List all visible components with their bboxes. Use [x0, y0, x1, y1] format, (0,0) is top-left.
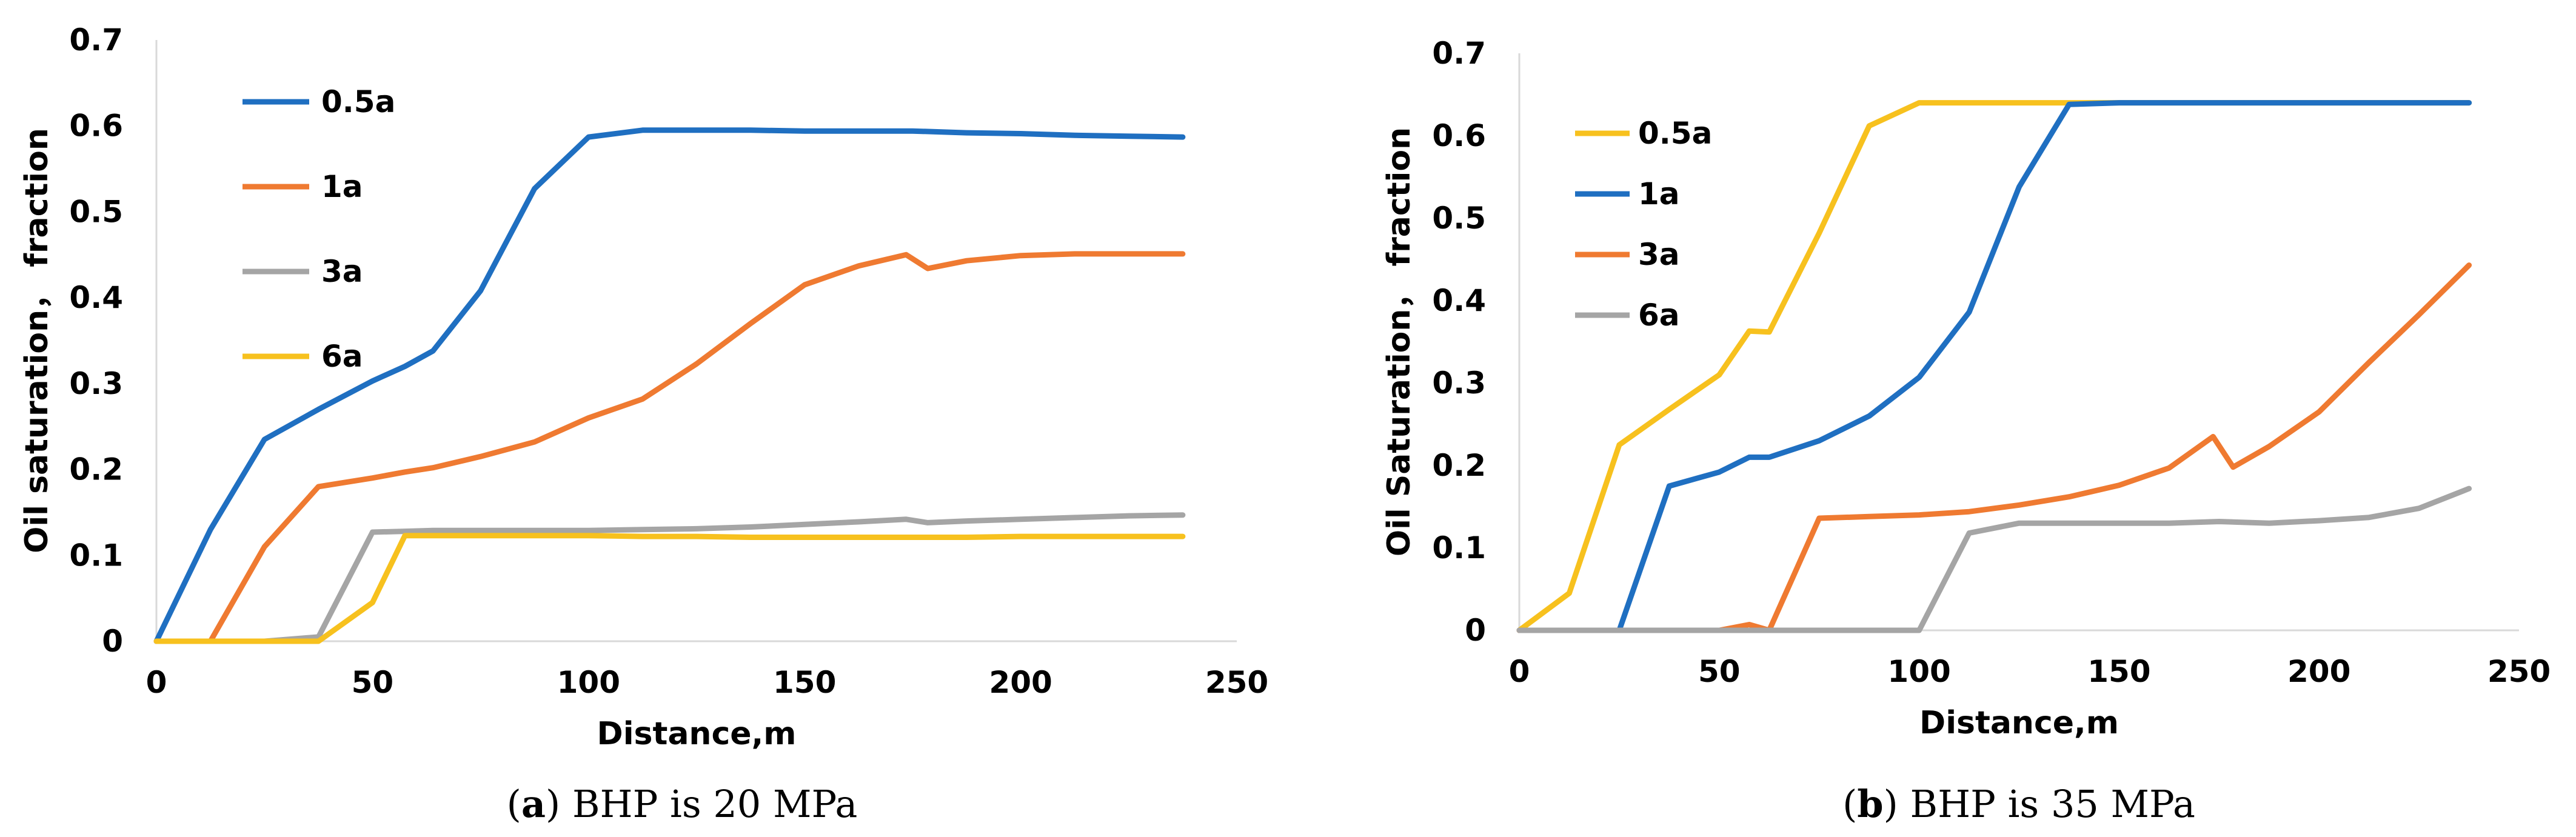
caption-text: BHP is 20 MPa [572, 782, 857, 826]
x-tick-label: 250 [1205, 665, 1268, 700]
legend-label-0.5a: 0.5a [1638, 116, 1712, 151]
legend-label-1a: 1a [321, 169, 363, 204]
figure-caption: (b) BHP is 35 MPa [1842, 782, 2195, 826]
y-tick-label: 0.5 [69, 194, 123, 229]
legend-label-0.5a: 0.5a [321, 84, 395, 119]
caption-paren-open: ( [1842, 782, 1857, 826]
y-tick-label: 0.3 [69, 366, 123, 401]
x-tick-label: 0 [146, 665, 167, 700]
legend-label-6a: 6a [321, 339, 363, 374]
y-tick-label: 0 [1465, 613, 1486, 648]
series-line-6a [153, 533, 1186, 644]
figure-caption: (a) BHP is 20 MPa [507, 782, 858, 826]
x-tick-label: 200 [2287, 654, 2350, 689]
y-tick-label: 0.6 [1432, 118, 1486, 153]
x-tick-label: 150 [773, 665, 836, 700]
x-tick-label: 100 [1887, 654, 1950, 689]
x-axis-title: Distance,m [597, 716, 797, 752]
series-line-1a [153, 251, 1186, 644]
y-tick-label: 0.5 [1432, 201, 1486, 236]
y-tick-label: 0.6 [69, 108, 123, 144]
y-tick-label: 0.1 [1432, 530, 1486, 565]
caption-paren-open: ( [507, 782, 521, 826]
x-tick-label: 0 [1509, 654, 1530, 689]
chart-panel-a: 0 0.1 0.2 0.3 0.4 0.5 0.6 0.7 0 50 100 150 200 250 Dis… [19, 22, 1268, 826]
y-tick-label: 0.1 [69, 538, 123, 573]
y-tick-label: 0 [102, 624, 123, 659]
legend: 0.5a 1a 3a 6a [243, 84, 395, 374]
series-line-1a [1516, 100, 2472, 633]
caption-letter: a [521, 782, 546, 826]
y-tick-label: 0.4 [1432, 283, 1486, 318]
legend: 0.5a 1a 3a 6a [1575, 116, 1712, 333]
x-tick-label: 100 [557, 665, 620, 700]
x-tick-label: 50 [1698, 654, 1741, 689]
y-tick-label: 0.7 [1432, 36, 1486, 71]
legend-label-3a: 3a [1638, 237, 1680, 272]
series-line-3a [153, 512, 1186, 644]
caption-paren-close: ) [1884, 782, 1910, 826]
caption-letter: b [1857, 782, 1883, 826]
x-tick-label: 50 [352, 665, 394, 700]
y-axis-title: Oil saturation， fraction [19, 128, 55, 553]
x-tick-label: 200 [989, 665, 1052, 700]
y-tick-label: 0.2 [1432, 448, 1486, 483]
x-axis-title: Distance,m [1919, 705, 2119, 741]
y-tick-label: 0.3 [1432, 365, 1486, 401]
y-tick-label: 0.2 [69, 452, 123, 487]
x-tick-label: 150 [2087, 654, 2150, 689]
legend-label-3a: 3a [321, 254, 363, 289]
caption-text: BHP is 35 MPa [1910, 782, 2195, 826]
y-tick-label: 0.7 [69, 22, 123, 58]
legend-label-6a: 6a [1638, 298, 1680, 333]
y-tick-label: 0.4 [69, 280, 123, 315]
x-tick-label: 250 [2487, 654, 2551, 689]
legend-label-1a: 1a [1638, 176, 1680, 212]
chart-panel-b: 0 0.1 0.2 0.3 0.4 0.5 0.6 0.7 0 50 100 150 200 250 Dis… [1381, 36, 2551, 826]
series-line-0.5a [153, 127, 1186, 644]
series-line-6a [1516, 485, 2472, 633]
y-axis-title: Oil Saturation， fraction [1381, 127, 1417, 556]
caption-paren-close: ) [546, 782, 572, 826]
